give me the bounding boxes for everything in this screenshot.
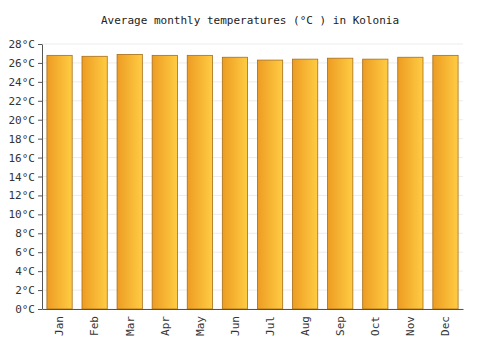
y-tick: 24°C <box>9 76 43 89</box>
y-tick-mark <box>38 214 42 215</box>
y-tick: 18°C <box>9 133 43 146</box>
y-tick-mark <box>38 177 42 178</box>
x-tick: Jan <box>53 309 66 336</box>
y-tick: 12°C <box>9 189 43 202</box>
y-tick: 16°C <box>9 152 43 165</box>
x-tick-label: Mar <box>124 316 137 336</box>
x-tick-label: May <box>194 316 207 336</box>
y-axis-line <box>42 45 43 310</box>
grid-line <box>42 44 463 45</box>
y-tick: 10°C <box>9 208 43 221</box>
y-tick-mark <box>38 82 42 83</box>
title: Average monthly temperatures (°C ) in Ko… <box>101 14 399 27</box>
x-tick-label: Dec <box>439 316 452 336</box>
y-axis: 0°C 2°C 4°C 6°C 8°C 10°C 12°C 14°C 16°C 18°C 20°C 2… <box>9 38 43 316</box>
y-tick: 2°C <box>15 284 42 297</box>
y-tick: 14°C <box>9 171 43 184</box>
y-tick-label: 2°C <box>15 284 35 297</box>
y-tick-mark <box>38 309 42 310</box>
x-tick: May <box>194 309 207 336</box>
x-axis-line <box>43 309 464 310</box>
bar <box>152 55 177 309</box>
bar <box>257 60 282 309</box>
y-tick-mark <box>38 233 42 234</box>
y-tick: 6°C <box>15 246 42 259</box>
y-tick-label: 18°C <box>9 133 36 146</box>
y-tick-mark <box>38 139 42 140</box>
y-tick-mark <box>38 63 42 64</box>
y-tick-label: 26°C <box>9 57 36 70</box>
x-axis: Jan Feb Mar Apr May Jun Jul Aug Sep Oct Nov Dec <box>43 309 464 336</box>
y-tick-label: 14°C <box>9 171 36 184</box>
y-tick-label: 8°C <box>15 227 35 240</box>
bar <box>292 59 317 309</box>
x-tick: Jun <box>229 309 242 336</box>
y-tick-mark <box>38 120 42 121</box>
x-tick-label: Jan <box>53 316 66 336</box>
x-tick-label: Jul <box>264 316 277 336</box>
y-tick-mark <box>38 158 42 159</box>
bar <box>222 57 247 309</box>
bar <box>398 57 423 309</box>
bar <box>328 58 353 309</box>
x-tick: Apr <box>159 309 172 336</box>
x-tick: Oct <box>369 309 382 336</box>
x-tick-label: Sep <box>334 316 347 336</box>
x-tick-label: Feb <box>88 316 101 336</box>
y-tick: 22°C <box>9 95 43 108</box>
y-tick-mark <box>38 290 42 291</box>
x-tick: Jul <box>264 309 277 336</box>
y-tick: 28°C <box>9 38 43 51</box>
bar <box>433 55 458 309</box>
y-tick: 20°C <box>9 114 43 127</box>
y-tick-label: 4°C <box>15 265 35 278</box>
x-tick: Aug <box>299 309 312 336</box>
y-tick-label: 28°C <box>9 38 36 51</box>
y-tick: 8°C <box>15 227 42 240</box>
y-tick-label: 16°C <box>9 152 36 165</box>
bar <box>82 56 107 309</box>
y-tick: 0°C <box>15 303 42 316</box>
y-tick-mark <box>38 195 42 196</box>
x-tick-label: Nov <box>404 316 417 336</box>
bars <box>47 54 458 309</box>
x-tick-label: Oct <box>369 316 382 336</box>
y-tick-mark <box>38 252 42 253</box>
y-tick-mark <box>38 101 42 102</box>
y-tick-mark <box>38 271 42 272</box>
y-tick-label: 20°C <box>9 114 36 127</box>
y-tick-label: 0°C <box>15 303 35 316</box>
x-tick-label: Jun <box>229 316 242 336</box>
bar <box>363 59 388 309</box>
y-tick: 26°C <box>9 57 43 70</box>
y-tick-mark <box>38 44 42 45</box>
grid <box>42 44 463 309</box>
bar <box>187 55 212 309</box>
y-tick-label: 10°C <box>9 208 36 221</box>
x-tick: Mar <box>124 309 137 336</box>
x-tick-label: Aug <box>299 316 312 336</box>
bar <box>117 54 142 309</box>
x-tick: Dec <box>439 309 452 336</box>
y-tick-label: 12°C <box>9 189 36 202</box>
y-tick-label: 24°C <box>9 76 36 89</box>
x-tick: Feb <box>88 309 101 336</box>
y-tick-label: 22°C <box>9 95 36 108</box>
x-tick: Sep <box>334 309 347 336</box>
x-tick-label: Apr <box>159 316 172 336</box>
x-tick: Nov <box>404 309 417 336</box>
plot: 0°C 2°C 4°C 6°C 8°C 10°C 12°C 14°C 16°C 18°C 20°C 2… <box>9 38 464 336</box>
chart: 0°C 2°C 4°C 6°C 8°C 10°C 12°C 14°C 16°C 18°C 20°C 2… <box>0 0 500 350</box>
y-tick-label: 6°C <box>15 246 35 259</box>
y-tick: 4°C <box>15 265 42 278</box>
bar <box>47 55 72 309</box>
